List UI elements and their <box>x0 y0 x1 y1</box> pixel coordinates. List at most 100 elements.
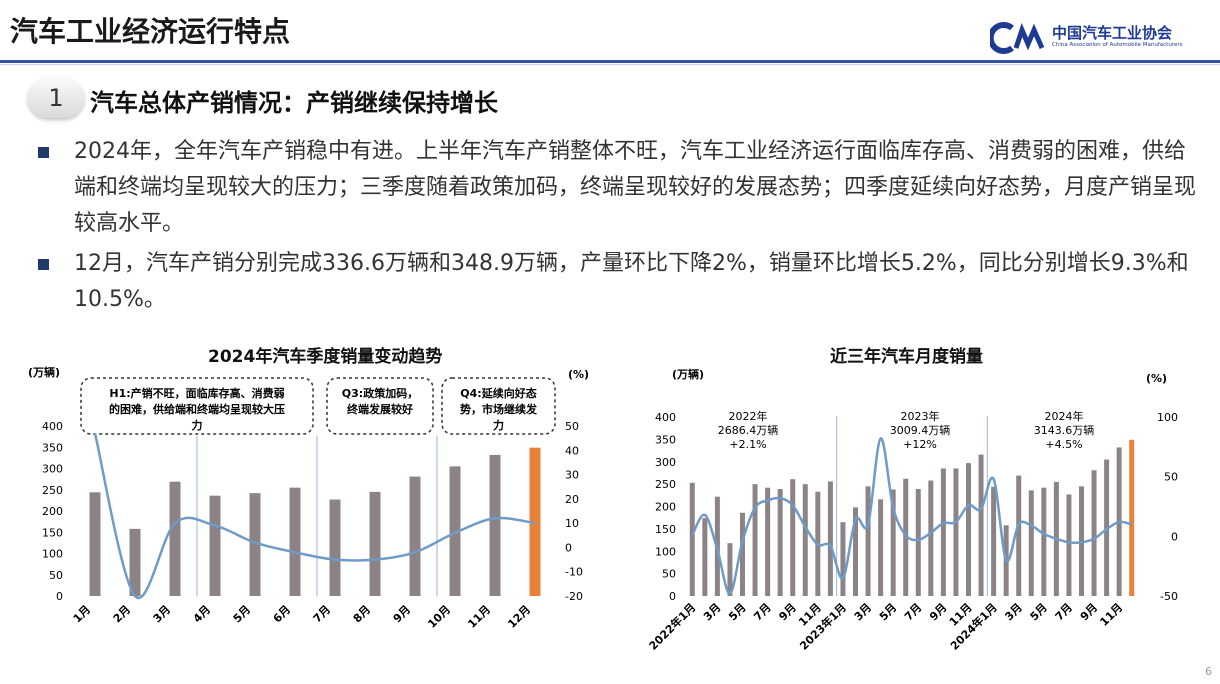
chart2-bar <box>890 489 896 596</box>
chart1-left-tick: 250 <box>42 484 63 497</box>
chart2-year-note: 2023年 <box>901 409 940 423</box>
chart2-bar <box>1028 490 1034 596</box>
chart1-right-tick: 0 <box>565 541 572 554</box>
logo-english-name: China Association of Automobile Manufact… <box>1052 42 1183 48</box>
chart1-left-tick: 400 <box>42 420 63 433</box>
chart2-bar <box>702 518 708 596</box>
chart1-x-tick: 3月 <box>151 603 173 625</box>
chart1-annotation-text: H1:产销不旺，面临库存高、消费弱 <box>109 386 284 400</box>
chart2-left-tick: 250 <box>655 478 676 491</box>
chart1-bar <box>89 492 101 596</box>
chart1-growth-line <box>93 432 536 600</box>
bullet-list: 2024年，全年汽车产销稳中有进。上半年汽车产销整体不旺，汽车工业经济运行面临库… <box>38 134 1198 322</box>
chart2-bar <box>953 468 959 596</box>
chart2-year-note: 2024年 <box>1045 409 1084 423</box>
chart2-year-note: 2686.4万辆 <box>718 423 779 437</box>
chart2-x-tick: 5月 <box>1028 601 1050 623</box>
chart2-x-tick: 2022年1月 <box>646 600 699 653</box>
chart2-year-note: +4.5% <box>1045 438 1082 451</box>
chart1-bar <box>449 466 461 596</box>
header-divider-thin <box>0 64 1220 65</box>
chart1-x-tick: 5月 <box>231 603 253 625</box>
chart2-bar <box>1066 494 1072 596</box>
chart1-x-tick: 10月 <box>425 603 453 631</box>
chart2-bar <box>777 489 783 596</box>
chart1-right-tick: 30 <box>565 469 579 482</box>
chart1-x-tick: 6月 <box>271 603 293 625</box>
chart2-left-tick: 350 <box>655 433 676 446</box>
chart1-annotation-box <box>441 377 556 435</box>
chart2-bar <box>727 543 733 596</box>
chart1-right-tick: -10 <box>565 566 583 579</box>
chart1-left-tick: 150 <box>42 526 63 539</box>
chart2-year-note: 2022年 <box>729 409 768 423</box>
chart1-bar <box>129 528 141 596</box>
chart1-bar <box>329 499 341 596</box>
logo-chinese-name: 中国汽车工业协会 <box>1052 24 1173 42</box>
chart2-x-tick: 7月 <box>1053 601 1075 623</box>
quarterly-sales-chart: (万辆) (%) 0 50 100 150 200 250 300 350 400 -20 -10 0 10… <box>28 365 589 631</box>
chart1-left-tick: 50 <box>49 569 63 582</box>
chart2-left-tick: 400 <box>655 411 676 424</box>
header-divider <box>0 60 1220 63</box>
chart2-bar <box>790 479 796 596</box>
chart2-x-tick: 5月 <box>877 601 899 623</box>
chart2-bar <box>978 454 984 596</box>
chart2-bar <box>865 486 871 596</box>
chart1-right-tick: 20 <box>565 493 579 506</box>
chart1-left-tick: 100 <box>42 548 63 561</box>
chart1-annotation-text: 力 <box>493 418 504 432</box>
section-number-badge: 1 <box>28 78 84 118</box>
chart1-left-tick: 300 <box>42 463 63 476</box>
section-title: 汽车总体产销情况：产销继续保持增长 <box>90 89 498 117</box>
chart1-bar <box>209 495 221 596</box>
chart2-x-tick: 7月 <box>751 601 773 623</box>
chart1-left-axis-unit: (万辆) <box>28 365 60 379</box>
chart1-x-tick: 1月 <box>71 603 93 625</box>
chart2-left-tick: 0 <box>669 590 676 603</box>
chart2-bar <box>765 487 771 596</box>
chart2-year-note: 3009.4万辆 <box>890 423 951 437</box>
chart1-x-tick: 2月 <box>111 603 133 625</box>
chart2-left-tick: 200 <box>655 501 676 514</box>
bullet-square-icon <box>38 147 49 158</box>
chart1-x-tick: 4月 <box>191 603 213 625</box>
chart2-bar <box>1091 470 1097 596</box>
chart2-left-axis-unit: (万辆) <box>672 367 704 381</box>
chart2-x-tick: 3月 <box>701 601 723 623</box>
chart2-bar <box>752 484 758 596</box>
chart1-annotation-text: Q4:延续向好态 <box>460 386 536 400</box>
chart2-year-note: +12% <box>903 438 937 451</box>
chart2-bar <box>966 463 971 596</box>
chart1-annotation-box <box>80 377 314 435</box>
chart2-left-tick: 50 <box>662 568 676 581</box>
chart1-x-tick: 9月 <box>391 603 413 625</box>
chart1-x-tick: 11月 <box>465 603 493 631</box>
chart1-annotation-text: 终端发展较好 <box>347 402 413 416</box>
chart2-year-note: 3143.6万辆 <box>1034 423 1095 437</box>
chart2-right-tick: 100 <box>1157 411 1178 424</box>
chart2-right-tick: 50 <box>1164 471 1178 484</box>
page-title: 汽车工业经济运行特点 <box>10 15 291 48</box>
chart2-bar <box>827 481 833 596</box>
chart2-bar <box>940 468 946 596</box>
chart2-right-tick: 0 <box>1171 530 1178 543</box>
chart2-bar <box>991 486 997 596</box>
chart2-right-tick: -50 <box>1160 590 1178 603</box>
chart1-x-tick: 12月 <box>505 603 533 631</box>
chart1-annotation-text: 势，市场继续发 <box>460 402 538 416</box>
chart2-bar <box>853 507 858 596</box>
chart1-bar <box>409 476 421 596</box>
chart2-left-tick: 150 <box>655 523 676 536</box>
chart1-right-tick: -20 <box>565 590 583 603</box>
chart2-x-tick: 11月 <box>1097 601 1125 629</box>
chart2-bar <box>1041 487 1047 596</box>
chart2-x-tick: 3月 <box>1002 601 1024 623</box>
chart2-title: 近三年汽车月度销量 <box>830 347 983 367</box>
chart2-bar <box>1016 475 1022 596</box>
chart2-bar <box>915 489 921 596</box>
chart1-x-tick: 8月 <box>351 603 373 625</box>
chart2-growth-line <box>691 437 1133 595</box>
chart2-bar <box>928 480 934 596</box>
chart2-bar <box>878 499 884 596</box>
